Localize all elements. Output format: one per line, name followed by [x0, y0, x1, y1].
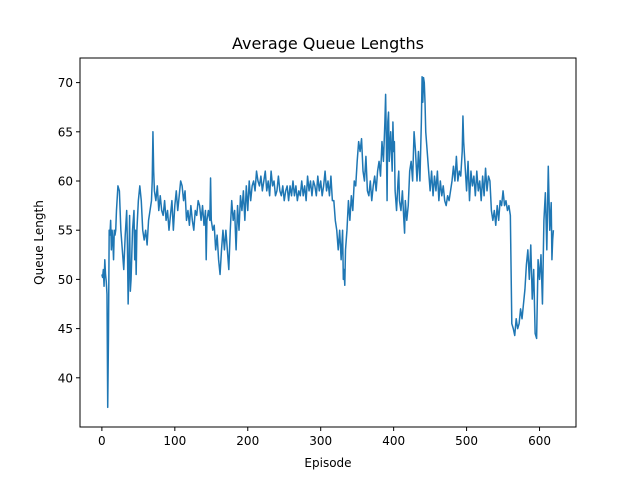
x-tick-label: 500	[455, 434, 478, 448]
chart-title: Average Queue Lengths	[232, 34, 424, 53]
y-axis-ticks: 40 45 50 55 60 65 70	[58, 76, 80, 385]
x-axis-ticks: 0 100 200 300 400 500 600	[98, 427, 551, 448]
x-tick-label: 100	[163, 434, 186, 448]
series-group	[101, 75, 555, 409]
x-axis-label: Episode	[304, 456, 351, 470]
x-tick-label: 0	[98, 434, 106, 448]
y-tick-label: 60	[58, 175, 73, 189]
y-tick-label: 40	[58, 371, 73, 385]
y-tick-label: 65	[58, 125, 73, 139]
series-line-0	[101, 75, 555, 409]
x-tick-label: 300	[309, 434, 332, 448]
y-axis-label: Queue Length	[32, 200, 46, 285]
x-tick-label: 200	[236, 434, 259, 448]
y-tick-label: 45	[58, 322, 73, 336]
plot-frame	[79, 57, 577, 428]
x-tick-label: 600	[528, 434, 551, 448]
y-tick-label: 70	[58, 76, 73, 90]
y-tick-label: 55	[58, 224, 73, 238]
plot-area	[80, 58, 576, 427]
y-tick-label: 50	[58, 273, 73, 287]
x-tick-label: 400	[382, 434, 405, 448]
